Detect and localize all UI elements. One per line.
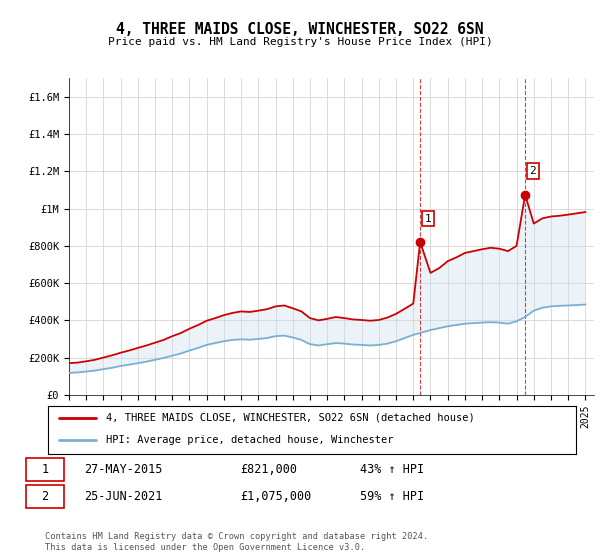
Text: 1: 1	[41, 463, 49, 476]
Text: 25-JUN-2021: 25-JUN-2021	[84, 490, 163, 503]
Text: 4, THREE MAIDS CLOSE, WINCHESTER, SO22 6SN: 4, THREE MAIDS CLOSE, WINCHESTER, SO22 6…	[116, 22, 484, 36]
FancyBboxPatch shape	[26, 458, 64, 480]
Text: Contains HM Land Registry data © Crown copyright and database right 2024.: Contains HM Land Registry data © Crown c…	[45, 532, 428, 541]
Text: 59% ↑ HPI: 59% ↑ HPI	[360, 490, 424, 503]
Text: 2: 2	[41, 490, 49, 503]
Text: HPI: Average price, detached house, Winchester: HPI: Average price, detached house, Winc…	[106, 435, 394, 445]
FancyBboxPatch shape	[26, 486, 64, 508]
Text: Price paid vs. HM Land Registry's House Price Index (HPI): Price paid vs. HM Land Registry's House …	[107, 37, 493, 47]
Text: 1: 1	[424, 213, 431, 223]
Text: This data is licensed under the Open Government Licence v3.0.: This data is licensed under the Open Gov…	[45, 543, 365, 552]
Text: 43% ↑ HPI: 43% ↑ HPI	[360, 463, 424, 476]
Text: 27-MAY-2015: 27-MAY-2015	[84, 463, 163, 476]
Text: 2: 2	[529, 166, 536, 176]
Text: £1,075,000: £1,075,000	[240, 490, 311, 503]
Text: 4, THREE MAIDS CLOSE, WINCHESTER, SO22 6SN (detached house): 4, THREE MAIDS CLOSE, WINCHESTER, SO22 6…	[106, 413, 475, 423]
Text: £821,000: £821,000	[240, 463, 297, 476]
